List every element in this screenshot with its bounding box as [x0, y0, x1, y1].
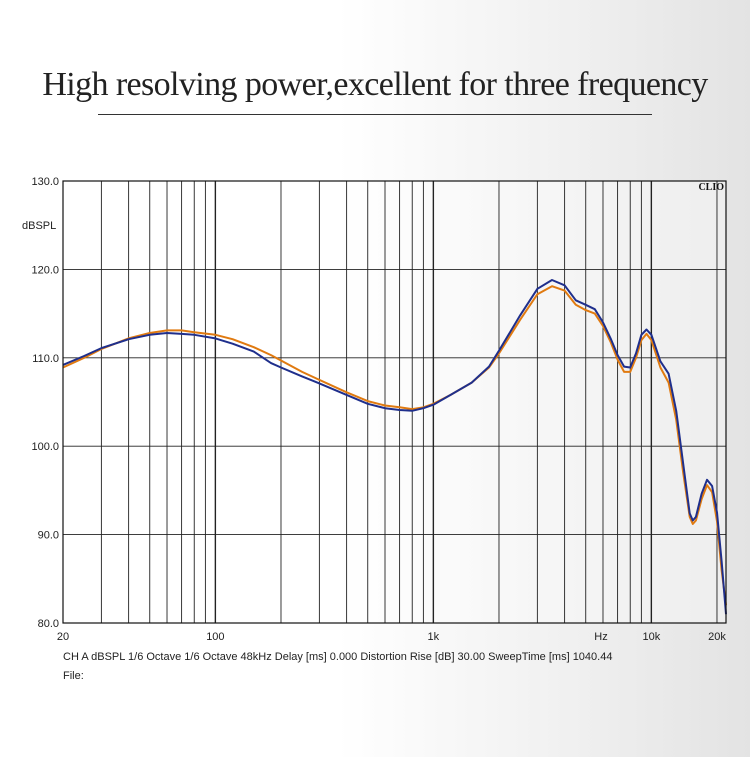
- x-tick-label: 20k: [708, 631, 726, 643]
- y-axis-label: dBSPL: [22, 220, 56, 232]
- x-axis-unit-label: Hz: [594, 631, 607, 643]
- y-tick-label: 90.0: [38, 530, 59, 542]
- series-line-blue: [62, 279, 727, 615]
- measurement-info: CH A dBSPL 1/6 Octave 1/6 Octave 48kHz D…: [63, 651, 613, 663]
- y-tick-label: 130.0: [31, 176, 59, 188]
- y-tick-label: 120.0: [31, 264, 59, 276]
- y-tick-label: 80.0: [38, 618, 59, 630]
- y-tick-label: 100.0: [31, 441, 59, 453]
- grid-layer: [62, 180, 726, 624]
- series-layer: [62, 279, 727, 615]
- y-tick-labels: 130.0 120.0 110.0 100.0 90.0 80.0: [31, 176, 59, 630]
- brand-label: CLIO: [698, 182, 724, 193]
- x-tick-label: 100: [206, 631, 224, 643]
- x-tick-label: 20: [57, 631, 69, 643]
- x-tick-label: 1k: [428, 631, 440, 643]
- y-tick-label: 110.0: [32, 353, 59, 365]
- headline-underline: [98, 114, 652, 115]
- headline: High resolving power,excellent for three…: [42, 66, 708, 103]
- x-tick-label: 10k: [642, 631, 660, 643]
- plot-frame: [62, 180, 727, 624]
- plot-background: [63, 181, 726, 623]
- file-label: File:: [63, 670, 84, 682]
- series-line-orange: [62, 285, 727, 606]
- x-tick-labels: 20 100 1k 10k 20k: [57, 631, 726, 643]
